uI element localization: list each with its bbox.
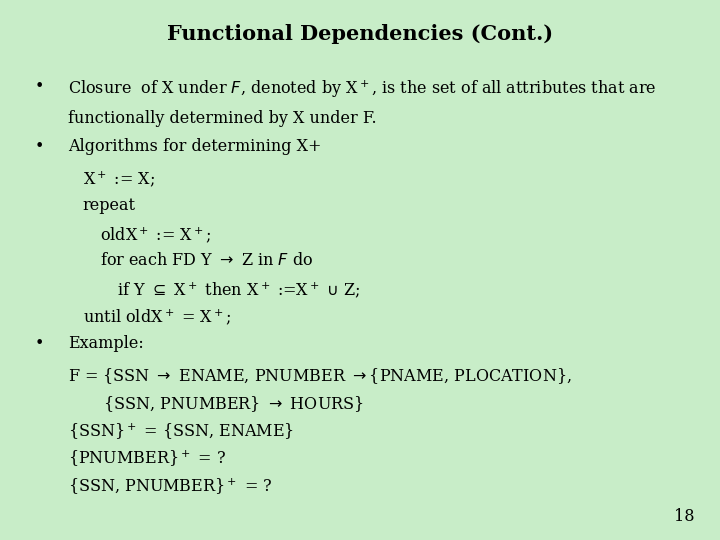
Text: functionally determined by X under F.: functionally determined by X under F.	[68, 110, 377, 126]
Text: if Y $\subseteq$ X$^+$ then X$^+$ :=X$^+$ $\cup$ Z;: if Y $\subseteq$ X$^+$ then X$^+$ :=X$^+…	[97, 280, 361, 300]
Text: Functional Dependencies (Cont.): Functional Dependencies (Cont.)	[167, 24, 553, 44]
Text: until oldX$^+$ = X$^+$;: until oldX$^+$ = X$^+$;	[83, 308, 231, 327]
Text: {PNUMBER}$^+$ = ?: {PNUMBER}$^+$ = ?	[68, 449, 227, 469]
Text: for each FD Y $\rightarrow$ Z in $\mathit{F}$ do: for each FD Y $\rightarrow$ Z in $\mathi…	[90, 252, 313, 269]
Text: Closure  of X under $\mathit{F}$, denoted by X$^+$, is the set of all attributes: Closure of X under $\mathit{F}$, denoted…	[68, 78, 657, 99]
Text: •: •	[35, 138, 44, 156]
Text: {SSN, PNUMBER} $\rightarrow$ HOURS}: {SSN, PNUMBER} $\rightarrow$ HOURS}	[68, 394, 364, 414]
Text: Example:: Example:	[68, 335, 144, 352]
Text: {SSN}$^+$ = {SSN, ENAME}: {SSN}$^+$ = {SSN, ENAME}	[68, 422, 294, 442]
Text: •: •	[35, 335, 44, 352]
Text: F = {SSN $\rightarrow$ ENAME, PNUMBER $\rightarrow${PNAME, PLOCATION},: F = {SSN $\rightarrow$ ENAME, PNUMBER $\…	[68, 367, 572, 386]
Text: Algorithms for determining X+: Algorithms for determining X+	[68, 138, 322, 156]
Text: •: •	[35, 78, 44, 95]
Text: X$^+$ := X;: X$^+$ := X;	[83, 170, 155, 190]
Text: repeat: repeat	[83, 197, 136, 214]
Text: 18: 18	[675, 508, 695, 525]
Text: {SSN, PNUMBER}$^+$ = ?: {SSN, PNUMBER}$^+$ = ?	[68, 477, 273, 497]
Text: oldX$^+$ := X$^+$;: oldX$^+$ := X$^+$;	[90, 225, 212, 245]
